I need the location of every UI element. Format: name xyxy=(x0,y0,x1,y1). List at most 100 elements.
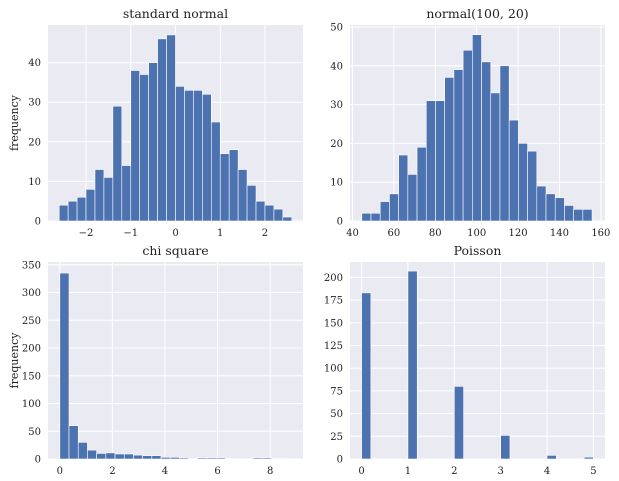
histogram-bar xyxy=(210,121,221,222)
histogram-bar xyxy=(151,455,162,460)
y-tick-label: 40 xyxy=(28,58,41,69)
histogram-bar xyxy=(481,61,492,222)
panel-normal-100-20: 40 60 80 100 120 140 160 0 10 20 30 40 50 normal(100,… xyxy=(330,6,610,239)
histogram-bar xyxy=(536,185,547,222)
y-tick-label: 10 xyxy=(28,177,41,188)
histogram-bar xyxy=(416,146,427,222)
histogram-bar xyxy=(188,458,199,460)
histogram-bar xyxy=(130,70,141,222)
y-tick-label: 30 xyxy=(330,100,343,111)
y-tick-label: 150 xyxy=(22,371,41,382)
histogram-bar xyxy=(67,200,78,222)
x-tick-label: 2 xyxy=(451,466,457,477)
y-tick-label: 175 xyxy=(324,296,343,307)
x-tick-label: 2 xyxy=(109,466,115,477)
histogram-bar xyxy=(273,208,284,222)
x-tick-label: 4 xyxy=(544,466,550,477)
x-tick-label: 0 xyxy=(57,466,63,477)
y-tick-label: 75 xyxy=(330,386,343,397)
y-tick-label: 125 xyxy=(324,341,343,352)
y-tick-label: 0 xyxy=(35,455,41,466)
y-axis-label: frequency xyxy=(8,94,21,151)
histogram-bar xyxy=(237,169,248,222)
histogram-bar xyxy=(398,154,409,222)
chart-title: standard normal xyxy=(123,6,228,21)
y-tick-label: 0 xyxy=(337,217,343,228)
histogram-bar xyxy=(407,270,418,460)
histogram-bar xyxy=(169,457,180,460)
y-tick-label: 250 xyxy=(22,316,41,327)
histogram-bar xyxy=(105,452,116,460)
histogram-bar xyxy=(197,457,208,460)
histogram-bar xyxy=(554,197,565,222)
x-tick-label: 1 xyxy=(217,228,223,239)
histogram-bar xyxy=(264,204,275,222)
histogram-bar xyxy=(94,169,105,222)
x-tick-label: 8 xyxy=(267,466,273,477)
chart-title: normal(100, 20) xyxy=(426,6,528,21)
x-tick-label: 120 xyxy=(509,228,528,239)
histogram-bar xyxy=(407,174,418,222)
x-tick-label: −2 xyxy=(79,228,94,239)
histogram-bar xyxy=(582,209,593,222)
histogram-bar xyxy=(139,74,149,222)
histogram-bar xyxy=(112,105,123,222)
x-tick-label: 4 xyxy=(162,466,168,477)
x-tick-label: 0 xyxy=(358,466,364,477)
x-tick-label: 100 xyxy=(467,228,486,239)
histogram-bar xyxy=(202,93,212,222)
histogram-bar xyxy=(361,212,372,222)
histogram-bar xyxy=(76,196,87,222)
histogram-bar xyxy=(58,204,69,222)
histogram-bar xyxy=(96,453,107,460)
x-tick-label: 160 xyxy=(591,228,610,239)
y-tick-label: 30 xyxy=(28,98,41,109)
y-tick-label: 0 xyxy=(35,217,41,228)
histogram-bar xyxy=(472,34,482,222)
histogram-bar xyxy=(518,143,528,222)
y-tick-label: 40 xyxy=(330,61,343,72)
histogram-bar xyxy=(59,272,70,460)
histogram-bar xyxy=(228,149,239,222)
histogram-bar xyxy=(85,189,96,222)
histogram-bar xyxy=(462,49,473,222)
histogram-bar xyxy=(142,455,153,460)
histogram-bar xyxy=(282,216,293,222)
histogram-bar xyxy=(103,177,114,222)
histogram-bar xyxy=(389,193,399,222)
histogram-bar xyxy=(546,455,557,460)
histogram-bar xyxy=(160,457,171,460)
plot-area xyxy=(48,262,303,459)
histogram-bar xyxy=(379,201,390,222)
x-tick-label: 5 xyxy=(590,466,596,477)
chart-title: chi square xyxy=(142,243,208,258)
histogram-bar xyxy=(261,457,272,460)
histogram-bar xyxy=(425,100,436,222)
x-tick-label: 60 xyxy=(388,228,401,239)
histogram-bar xyxy=(193,90,203,222)
y-tick-label: 300 xyxy=(22,288,41,299)
histogram-bar xyxy=(252,457,263,460)
histogram-bar xyxy=(87,449,97,460)
histogram-bar xyxy=(179,457,189,460)
y-tick-label: 100 xyxy=(324,364,343,375)
histogram-bar xyxy=(490,92,501,222)
y-tick-label: 200 xyxy=(22,344,41,355)
histogram-bar xyxy=(280,458,291,460)
y-tick-label: 100 xyxy=(22,399,41,410)
y-tick-label: 150 xyxy=(324,318,343,329)
histogram-bar xyxy=(370,212,381,222)
histogram-bar xyxy=(271,458,281,460)
y-tick-label: 0 xyxy=(337,455,343,466)
x-tick-label: 140 xyxy=(550,228,569,239)
histogram-bar xyxy=(68,425,79,460)
histogram-bar xyxy=(246,185,257,222)
x-tick-label: 3 xyxy=(497,466,503,477)
histogram-bar xyxy=(184,90,194,222)
histogram-bar xyxy=(114,453,125,460)
chart-title: Poisson xyxy=(454,243,502,258)
y-axis-label: frequency xyxy=(8,332,21,389)
y-tick-label: 20 xyxy=(330,139,343,150)
